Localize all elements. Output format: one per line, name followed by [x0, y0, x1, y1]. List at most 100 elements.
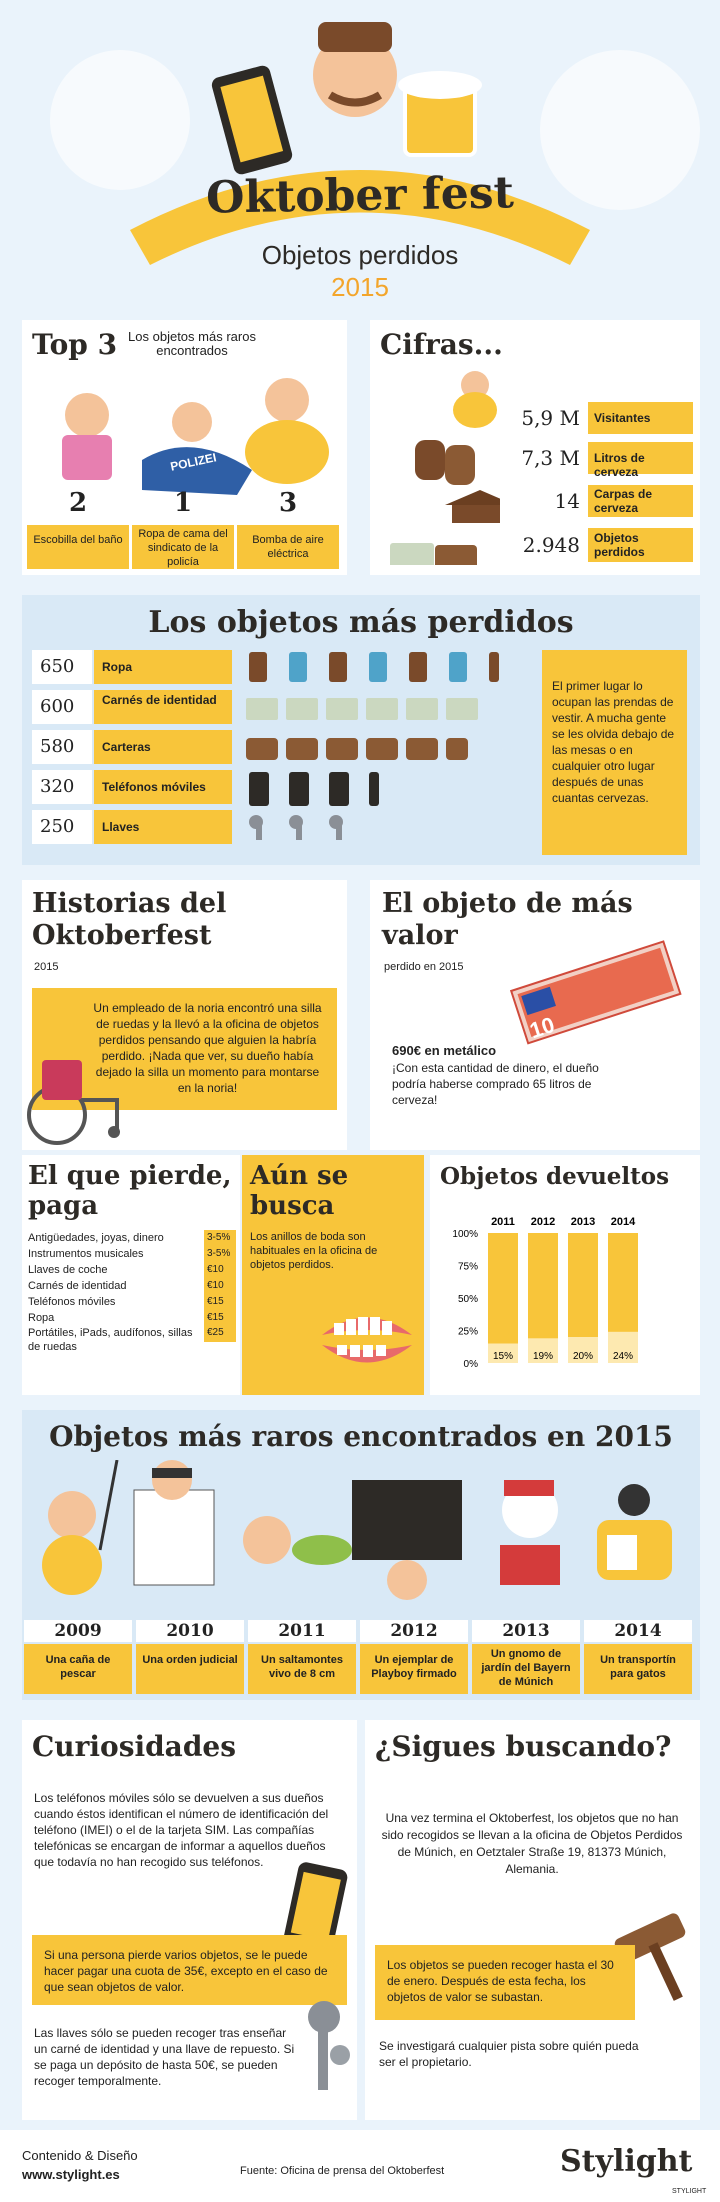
phone-icon — [283, 1862, 348, 1956]
pierde-price: €15 — [204, 1310, 236, 1326]
sigues-p3: Se investigará cualquier pista sobre qui… — [379, 2039, 639, 2069]
perdidos-row: 600 Carnés de identidad — [32, 690, 232, 724]
footer-credit: Contenido & Diseño — [22, 2148, 138, 2163]
wheelchair-icon — [27, 1060, 120, 1145]
raros-year: 2011 — [248, 1620, 356, 1642]
perdidos-row: 580 Carteras — [32, 730, 232, 764]
pierde-price: €10 — [204, 1262, 236, 1278]
raros-label: Un saltamontes vivo de 8 cm — [248, 1644, 356, 1694]
perdidos-number: 250 — [32, 810, 92, 844]
top3-caption: Los objetos más raros encontrados — [128, 329, 256, 358]
perdidos-row: 320 Teléfonos móviles — [32, 770, 232, 804]
raros-label: Un transportín para gatos — [584, 1644, 692, 1694]
perdidos-label: Carnés de identidad — [94, 690, 232, 724]
raros-item: 2009 Una caña de pescar — [24, 1620, 132, 1695]
perdidos-panel: Los objetos más perdidos 650 Ropa 600 Ca… — [22, 595, 700, 865]
pierde-row: Instrumentos musicales 3-5% — [28, 1246, 236, 1262]
cifras-icons — [390, 371, 500, 565]
raros-label: Una caña de pescar — [24, 1644, 132, 1694]
historias-year: 2015 — [34, 961, 59, 973]
pierde-list: Antigüedades, joyas, dinero 3-5% Instrume… — [28, 1230, 236, 1354]
pierde-price: €25 — [204, 1326, 236, 1342]
curiosidades-title: Curiosidades — [32, 1730, 236, 1763]
pierde-label: Ropa — [28, 1312, 55, 1324]
valor-text: ¡Con esta cantidad de dinero, el dueño p… — [392, 1061, 599, 1107]
historias-panel: Historias del Oktoberfest 2015 Un emplea… — [22, 880, 347, 1150]
perdidos-label: Ropa — [94, 650, 232, 684]
perdidos-number: 320 — [32, 770, 92, 804]
cifra-label: Objetos perdidos — [588, 528, 693, 562]
pierde-title: El que pierde, paga — [28, 1161, 232, 1221]
cifra-label: Visitantes — [588, 402, 693, 434]
top3-rank: 1 — [173, 488, 193, 518]
cifra-row-carpas: 14 Carpas de cerveza — [500, 485, 695, 517]
historias-text: Un empleado de la noria encontró una sil… — [32, 988, 337, 1110]
pierde-label: Instrumentos musicales — [28, 1248, 144, 1260]
x-tick-label: 2013 — [571, 1216, 595, 1228]
data-label: 15% — [493, 1351, 513, 1362]
footer-source: Fuente: Oficina de prensa del Oktoberfes… — [240, 2165, 445, 2177]
pierde-row: Antigüedades, joyas, dinero 3-5% — [28, 1230, 236, 1246]
pierde-row: Ropa €15 — [28, 1310, 236, 1326]
footer-site[interactable]: www.stylight.es — [22, 2167, 120, 2182]
cifra-number: 7,3 M — [521, 446, 580, 470]
data-label: 24% — [613, 1351, 633, 1362]
busca-text: Los anillos de boda son habituales en la… — [250, 1231, 378, 1271]
header-year: 2015 — [331, 272, 389, 302]
valor-amount: 690€ en metálico — [392, 1043, 497, 1058]
raros-label: Una orden judicial — [136, 1644, 244, 1694]
perdidos-pictograms — [246, 652, 499, 840]
raros-item: 2012 Un ejemplar de Playboy firmado — [360, 1620, 468, 1695]
top3-label: Bomba de aire eléctrica — [237, 525, 339, 569]
raros-item: 2013 Un gnomo de jardín del Bayern de Mú… — [472, 1620, 580, 1695]
raros-year: 2012 — [360, 1620, 468, 1642]
curiosidades-panel: Curiosidades Los teléfonos móviles sólo … — [22, 1720, 357, 2120]
raros-panel: Objetos más raros encontrados en 2015 20… — [22, 1410, 700, 1700]
sigues-panel: ¿Sigues buscando? Una vez termina el Okt… — [365, 1720, 700, 2120]
bar-value — [608, 1331, 638, 1363]
pierde-row: Llaves de coche €10 — [28, 1262, 236, 1278]
pierde-label: Teléfonos móviles — [28, 1296, 116, 1308]
teeth-icon — [322, 1317, 412, 1363]
cifras-title: Cifras... — [380, 328, 503, 361]
cifra-number: 2.948 — [522, 533, 580, 557]
data-label: 19% — [533, 1351, 553, 1362]
raros-year: 2009 — [24, 1620, 132, 1642]
pierde-price: €10 — [204, 1278, 236, 1294]
sigues-p2: Los objetos se pueden recoger hasta el 3… — [375, 1945, 635, 2020]
curiosidades-p2: Si una persona pierde varios objetos, se… — [32, 1935, 347, 2005]
perdidos-number: 580 — [32, 730, 92, 764]
cifra-row-visitantes: 5,9 M Visitantes — [500, 402, 695, 434]
y-tick-label: 75% — [458, 1262, 478, 1273]
top3-rank: 2 — [68, 488, 88, 518]
pierde-label: Antigüedades, joyas, dinero — [28, 1232, 164, 1244]
raros-title: Objetos más raros encontrados en 2015 — [49, 1420, 673, 1453]
valor-title: El objeto de más valor — [382, 888, 633, 951]
perdidos-title: Los objetos más perdidos — [148, 605, 574, 640]
y-tick-label: 100% — [452, 1229, 478, 1240]
top3-label: Ropa de cama del sindicato de la policía — [132, 525, 234, 569]
footer-brand-small: STYLIGHT — [672, 2188, 707, 2195]
pierde-label: Portátiles, iPads, audífonos, sillas de … — [28, 1327, 193, 1353]
money-icon — [509, 940, 682, 1045]
cifra-number: 5,9 M — [521, 406, 580, 430]
bar-background — [488, 1233, 518, 1363]
sigues-title: ¿Sigues buscando? — [375, 1730, 672, 1763]
data-label: 20% — [573, 1351, 593, 1362]
perdidos-label: Carteras — [94, 730, 232, 764]
y-tick-label: 50% — [458, 1294, 478, 1305]
top3-item-2: 1 Ropa de cama del sindicato de la polic… — [132, 480, 234, 572]
top3-panel: Top 3 Los objetos más raros encontrados … — [22, 320, 347, 575]
pierde-label: Llaves de coche — [28, 1264, 108, 1276]
raros-year: 2010 — [136, 1620, 244, 1642]
curiosidades-p1: Los teléfonos móviles sólo se devuelven … — [34, 1791, 329, 1869]
header-art — [50, 22, 700, 265]
perdidos-note: El primer lugar lo ocupan las prendas de… — [542, 650, 687, 855]
x-tick-label: 2014 — [611, 1216, 636, 1228]
top3-label: Escobilla del baño — [27, 525, 129, 569]
cifra-row-cerveza: 7,3 M Litros de cerveza — [500, 442, 695, 479]
top3-title: Top 3 — [32, 328, 118, 361]
pierde-row: Portátiles, iPads, audífonos, sillas de … — [28, 1326, 236, 1354]
perdidos-list: 650 Ropa 600 Carnés de identidad 580 Car… — [32, 650, 232, 860]
y-tick-label: 25% — [458, 1327, 478, 1338]
